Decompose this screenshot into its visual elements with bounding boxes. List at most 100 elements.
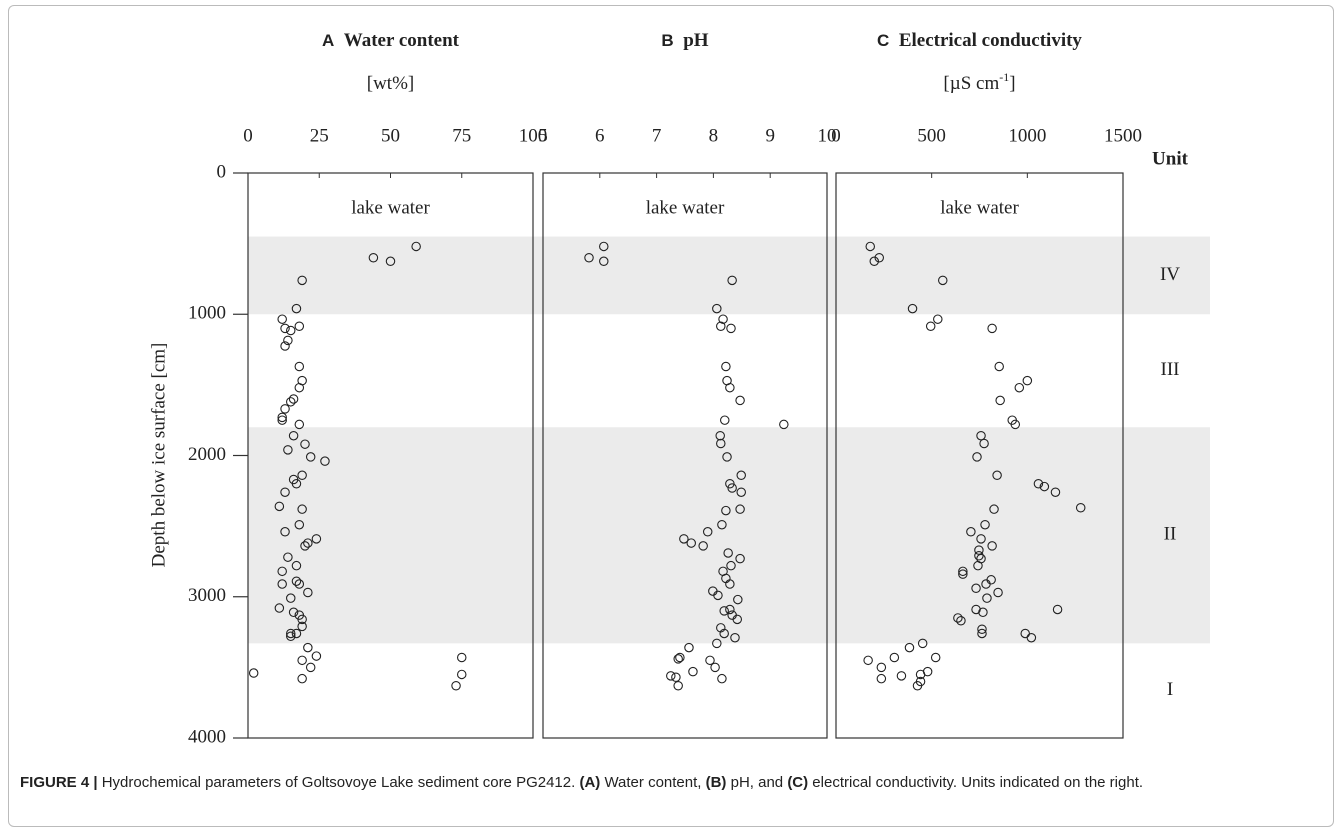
data-point [716, 623, 726, 633]
data-point [779, 419, 789, 430]
x-tick-label: 1500 [1104, 125, 1142, 146]
data-point [283, 552, 293, 562]
zone-label: II [1164, 524, 1177, 545]
data-point [280, 341, 290, 351]
data-point [368, 253, 379, 263]
panel-gap [334, 30, 344, 51]
caption-ref: (C) [787, 774, 809, 791]
data-point [294, 321, 305, 332]
data-point [958, 566, 968, 577]
caption-text: electrical conductivity. Units indicated… [808, 774, 1144, 791]
x-tick-label: 0 [831, 125, 841, 146]
data-point [280, 404, 290, 414]
data-point [726, 323, 736, 334]
data-point [971, 583, 981, 594]
data-point [1026, 632, 1037, 643]
panel-name: Water content [344, 30, 460, 51]
data-point [297, 275, 307, 286]
data-point [977, 628, 987, 639]
data-point [930, 652, 941, 663]
data-point [869, 256, 880, 267]
data-point [1052, 604, 1063, 615]
x-tick-label: 50 [381, 125, 400, 146]
data-point [297, 504, 307, 514]
data-point [1075, 503, 1086, 513]
data-point [288, 607, 299, 618]
data-point [977, 624, 987, 634]
data-point [974, 551, 984, 561]
data-point [451, 680, 461, 691]
data-point [972, 452, 982, 462]
data-point [723, 548, 733, 558]
data-point [300, 439, 310, 449]
data-point [974, 545, 984, 555]
data-point [735, 504, 745, 514]
data-point [686, 538, 696, 548]
data-point [599, 241, 609, 252]
data-point [305, 662, 316, 673]
data-point [303, 538, 313, 548]
data-point [297, 614, 307, 625]
data-point [599, 256, 609, 267]
data-point [715, 430, 725, 441]
panel-letter: B [661, 31, 673, 50]
data-point [725, 579, 735, 589]
data-point [288, 430, 299, 441]
data-point [673, 654, 683, 664]
data-point [291, 560, 302, 571]
data-point [277, 415, 287, 425]
data-point [989, 504, 999, 514]
x-axis-title-part: ] [1009, 73, 1015, 94]
data-point [283, 335, 293, 346]
data-point [294, 579, 305, 589]
caption-ref: (B) [705, 774, 727, 791]
zone-label: IV [1160, 264, 1180, 285]
data-point [907, 303, 918, 314]
x-axis-title: [µS cm-1] [943, 70, 1015, 95]
x-tick-label: 1000 [1008, 125, 1046, 146]
data-point [285, 325, 296, 336]
caption: FIGURE 4 | Hydrochemical parameters of G… [20, 772, 1320, 794]
x-tick-label: 100 [519, 125, 548, 146]
y-tick-label: 0 [217, 161, 227, 182]
data-point [303, 587, 313, 598]
data-point [294, 382, 305, 393]
y-tick-label: 1000 [188, 303, 226, 324]
data-point [994, 361, 1004, 372]
data-point [719, 628, 729, 639]
data-point [675, 652, 685, 663]
annotation: lake water [940, 197, 1019, 218]
data-point [1022, 375, 1033, 386]
data-point [311, 651, 322, 661]
x-axis-title: [wt%] [367, 73, 414, 94]
data-point [1039, 481, 1050, 492]
y-tick-label: 4000 [188, 726, 226, 747]
data-point [248, 668, 259, 678]
x-tick-label: 9 [765, 125, 775, 146]
data-point [865, 241, 875, 252]
caption-text: Water content, [600, 774, 706, 791]
data-point [981, 579, 991, 589]
data-point [722, 452, 732, 462]
data-point [725, 604, 735, 615]
zone-label: I [1167, 679, 1173, 700]
data-point [721, 361, 731, 372]
data-point [721, 505, 731, 516]
x-tick-label: 10 [818, 125, 837, 146]
zone-band [248, 427, 1210, 644]
data-point [717, 673, 727, 684]
panel-frame [542, 172, 828, 739]
data-point [874, 253, 884, 263]
data-point [992, 470, 1002, 481]
data-point [285, 628, 296, 639]
data-point [735, 395, 745, 406]
data-point [285, 397, 296, 407]
y-tick-label: 2000 [188, 444, 226, 465]
units-title: Unit [1152, 148, 1189, 169]
data-point [736, 470, 746, 481]
x-axis-title-part: [µS cm [943, 73, 999, 94]
data-point [712, 638, 722, 649]
data-point [584, 253, 594, 263]
x-tick-label: 500 [917, 125, 946, 146]
